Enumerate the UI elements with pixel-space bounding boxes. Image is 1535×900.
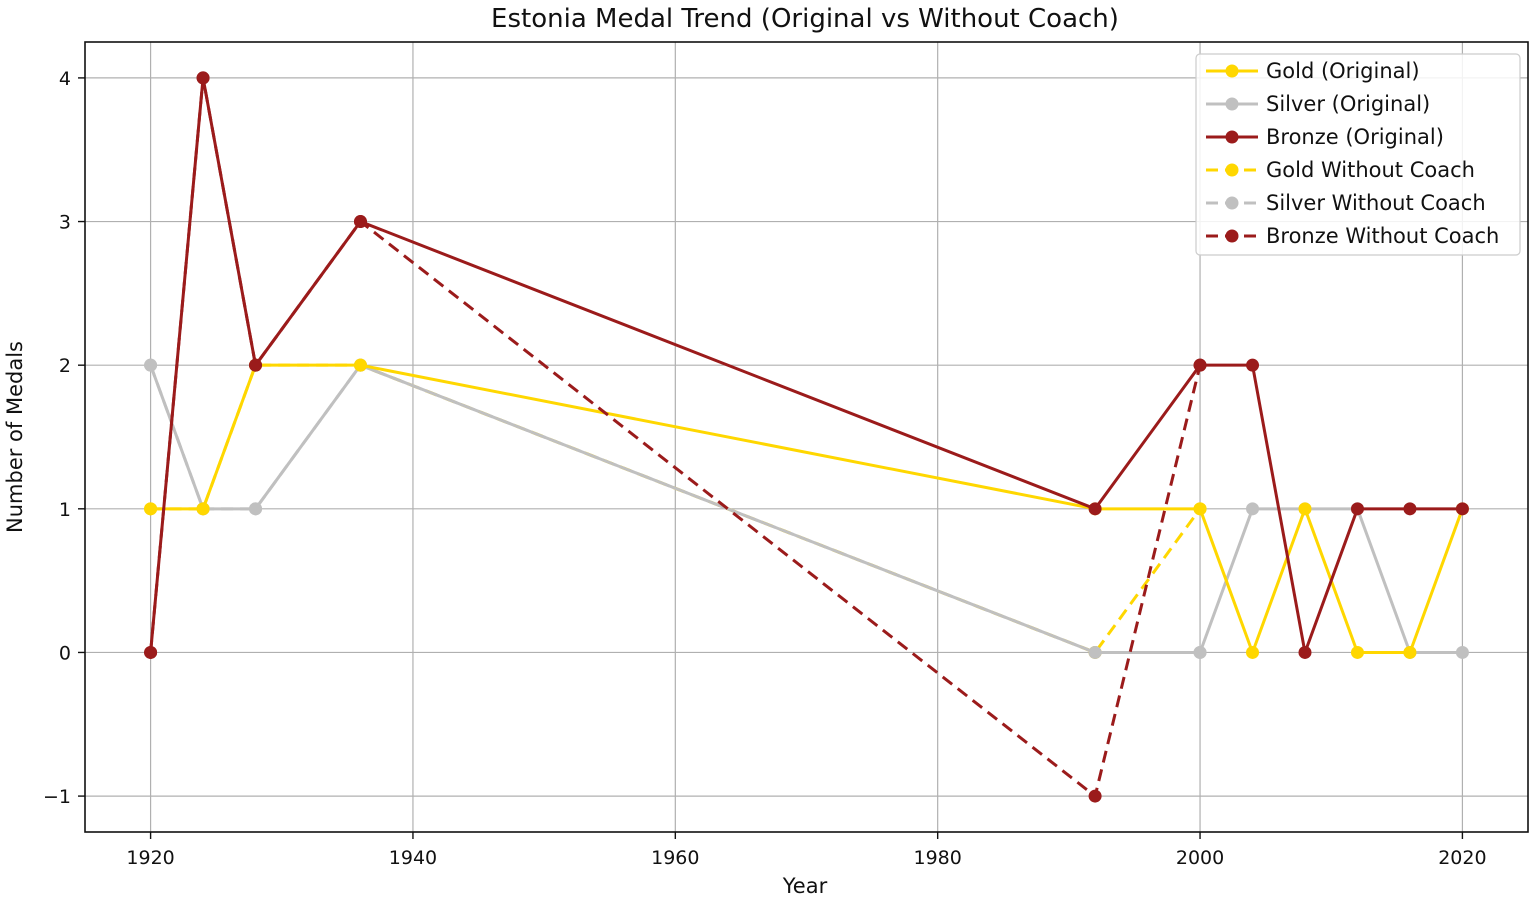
x-tick-label: 2020 xyxy=(1438,847,1486,869)
data-point xyxy=(353,215,367,229)
data-point xyxy=(1193,502,1207,516)
y-tick-label: −1 xyxy=(43,786,71,808)
legend-marker xyxy=(1225,196,1239,210)
legend-marker xyxy=(1225,130,1239,144)
legend-item: Gold (Original) xyxy=(1206,59,1420,83)
series-bronze-original xyxy=(144,71,1469,659)
legend-marker xyxy=(1225,64,1239,78)
y-axis: −1 0 1 2 3 4 xyxy=(43,68,85,808)
x-axis: 1920 1940 1960 1980 2000 2020 xyxy=(126,832,1487,869)
data-point xyxy=(196,502,210,516)
data-point xyxy=(1088,789,1102,803)
data-point xyxy=(196,71,210,85)
x-tick-label: 1980 xyxy=(914,847,962,869)
data-point xyxy=(1088,502,1102,516)
x-tick-label: 2000 xyxy=(1176,847,1224,869)
legend-label: Silver (Original) xyxy=(1266,92,1430,116)
data-point xyxy=(1246,358,1260,372)
data-point xyxy=(1298,502,1312,516)
legend-box xyxy=(1195,53,1521,256)
legend: Gold (Original) Silver (Original) Bronze (… xyxy=(1195,53,1521,256)
legend-label: Gold (Original) xyxy=(1266,59,1420,83)
y-axis-label: Number of Medals xyxy=(3,341,27,533)
data-point xyxy=(1350,645,1364,659)
legend-label: Silver Without Coach xyxy=(1266,191,1486,215)
x-tick-label: 1940 xyxy=(389,847,437,869)
data-point xyxy=(1298,645,1312,659)
data-point xyxy=(1193,358,1207,372)
chart-title: Estonia Medal Trend (Original vs Without… xyxy=(491,4,1119,34)
legend-label: Gold Without Coach xyxy=(1266,158,1475,182)
legend-item: Bronze Without Coach xyxy=(1206,224,1499,248)
x-axis-label: Year xyxy=(782,874,828,898)
x-tick-label: 1960 xyxy=(651,847,699,869)
legend-label: Bronze (Original) xyxy=(1266,125,1444,149)
y-tick-label: 1 xyxy=(59,499,71,521)
data-point xyxy=(1193,645,1207,659)
data-point xyxy=(144,502,158,516)
data-point xyxy=(144,358,158,372)
data-point xyxy=(1455,502,1469,516)
series-layer xyxy=(144,71,1469,803)
data-point xyxy=(249,502,263,516)
y-tick-label: 2 xyxy=(59,355,71,377)
data-point xyxy=(1246,645,1260,659)
y-tick-label: 0 xyxy=(59,642,71,664)
data-point xyxy=(1455,645,1469,659)
data-point xyxy=(1088,645,1102,659)
legend-marker xyxy=(1225,229,1239,243)
legend-item: Silver (Original) xyxy=(1206,92,1430,116)
legend-label: Bronze Without Coach xyxy=(1266,224,1499,248)
legend-item: Silver Without Coach xyxy=(1206,191,1486,215)
y-tick-label: 4 xyxy=(59,68,71,90)
data-point xyxy=(1246,502,1260,516)
plot-frame xyxy=(84,41,1529,833)
data-point xyxy=(144,645,158,659)
legend-item: Gold Without Coach xyxy=(1206,158,1475,182)
y-tick-label: 3 xyxy=(59,212,71,234)
legend-item: Bronze (Original) xyxy=(1206,125,1444,149)
data-point xyxy=(249,358,263,372)
legend-marker xyxy=(1225,97,1239,111)
data-point xyxy=(1403,645,1417,659)
legend-marker xyxy=(1225,163,1239,177)
data-point xyxy=(353,358,367,372)
data-point xyxy=(1403,502,1417,516)
x-tick-label: 1920 xyxy=(126,847,174,869)
data-point xyxy=(1350,502,1364,516)
